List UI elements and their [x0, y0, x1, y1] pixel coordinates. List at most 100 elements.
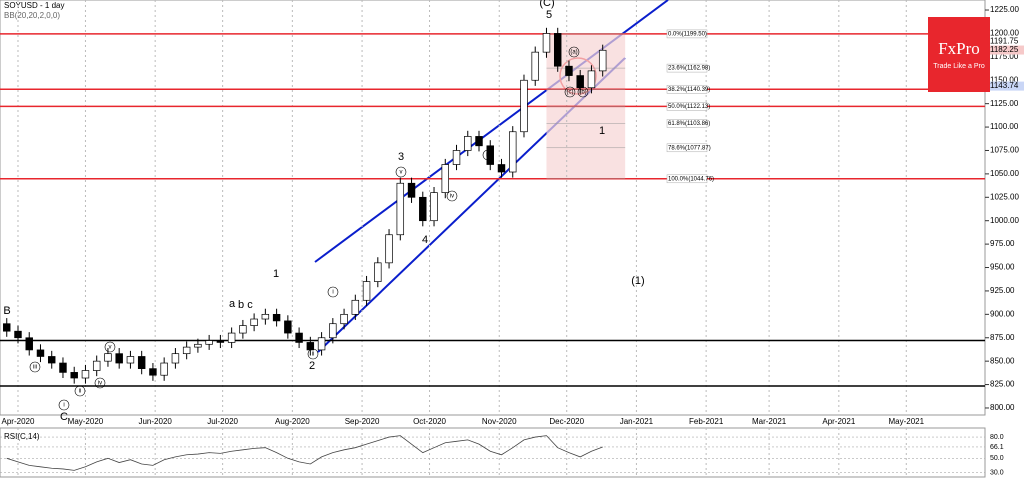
logo-box — [928, 17, 990, 92]
x-tick-label: Apr-2020 — [2, 417, 35, 426]
candle-body — [205, 340, 213, 345]
fib-label-box — [666, 143, 708, 153]
candle-body — [576, 75, 584, 89]
wave-label: v — [109, 345, 112, 351]
annotation-circle — [58, 399, 70, 411]
candle-body — [407, 182, 416, 198]
wave-label: (b) — [579, 90, 586, 96]
wave-label: b — [238, 299, 244, 311]
price-tag-box — [987, 45, 1024, 55]
wave-label: a — [229, 298, 236, 310]
candle-body — [598, 49, 607, 72]
candle-body — [137, 356, 146, 369]
x-tick-label: Mar-2021 — [752, 417, 787, 426]
wave-label: i — [332, 290, 333, 296]
x-tick-label: Sep-2020 — [345, 417, 380, 426]
annotation-circle — [327, 286, 339, 298]
y-tick-label: 1075.00 — [990, 146, 1019, 155]
indicator-label: BB(20,20,2,0,0) — [4, 11, 60, 20]
x-tick-label: Feb-2021 — [689, 417, 724, 426]
x-tick-label: May-2020 — [68, 417, 104, 426]
candle-body — [464, 136, 472, 151]
wave-label: iii — [33, 365, 37, 371]
rsi-title: RSI(C,14) — [4, 432, 40, 441]
candle-body — [542, 33, 551, 53]
candle-body — [92, 360, 101, 371]
rsi-tick-label: 50.0 — [990, 455, 1004, 462]
candle-body — [329, 323, 337, 339]
candle-body — [486, 145, 494, 165]
wave-label: (c) — [567, 90, 574, 96]
candle-body — [284, 320, 292, 334]
wave-label: 4 — [422, 234, 428, 246]
wave-label: c — [247, 299, 253, 311]
logo-title: FxPro — [938, 39, 980, 58]
candle-body — [182, 346, 191, 355]
candle-body — [70, 372, 78, 379]
candle-body — [239, 325, 247, 334]
candle-body — [126, 356, 135, 364]
candle-body — [452, 150, 461, 165]
wave-label: 1 — [599, 125, 605, 137]
chart-title: SOYUSD - 1 day — [4, 1, 64, 10]
rsi-tick-label: 80.0 — [990, 434, 1004, 441]
candle-body — [25, 337, 33, 351]
candle-body — [194, 343, 202, 348]
candle-body — [475, 136, 483, 147]
y-tick-label: 925.00 — [990, 286, 1015, 295]
candle-body — [36, 349, 45, 357]
x-tick-label: Aug-2020 — [275, 417, 310, 426]
y-tick-label: 1175.00 — [990, 52, 1019, 61]
y-tick-label: 800.00 — [990, 403, 1015, 412]
candle-body — [160, 362, 168, 376]
fib-label-box — [666, 119, 708, 128]
candle-body — [104, 353, 112, 362]
candle-body — [419, 196, 427, 222]
x-tick-label: Jan-2021 — [620, 417, 654, 426]
candle-body — [430, 192, 438, 222]
candle-body — [565, 65, 573, 76]
wave-label: iv — [450, 194, 454, 200]
logo-tagline: Trade Like a Pro — [933, 63, 985, 70]
x-tick-label: Oct-2020 — [413, 417, 446, 426]
annotation-circle — [94, 377, 106, 389]
candle-body — [351, 299, 360, 315]
y-tick-label: 950.00 — [990, 263, 1015, 272]
y-tick-label: 1100.00 — [990, 122, 1019, 131]
rsi-tick-label: 30.0 — [990, 469, 1004, 476]
rsi-frame — [0, 427, 986, 478]
candle-body — [340, 313, 348, 325]
price-tag-box — [987, 36, 1024, 46]
annotation-circle — [568, 46, 580, 58]
fib-label-box — [666, 84, 708, 94]
candle-body — [149, 368, 157, 376]
wave-label: ii — [312, 352, 315, 358]
y-tick-label: 875.00 — [990, 333, 1015, 342]
price-tag-box — [987, 81, 1024, 91]
candle-body — [362, 281, 371, 301]
fib-label: 23.6%(1162.98) — [668, 66, 710, 72]
wave-label: C — [60, 411, 68, 423]
y-tick-label: 1050.00 — [990, 169, 1019, 178]
rsi-line — [6, 435, 603, 471]
candle-body — [497, 164, 506, 173]
y-tick-label: 850.00 — [990, 356, 1015, 365]
candle-body — [59, 362, 67, 373]
wave-label: (C) — [539, 0, 554, 9]
y-tick-label: 1025.00 — [990, 192, 1019, 201]
candle-body — [14, 330, 22, 339]
y-tick-label: 900.00 — [990, 309, 1015, 318]
y-tick-label: 1125.00 — [990, 99, 1019, 108]
candle-body — [227, 332, 236, 343]
y-tick-label: 975.00 — [990, 239, 1015, 248]
candle-body — [272, 313, 281, 322]
fib-label: 38.2%(1140.39) — [668, 87, 710, 93]
candle-body — [3, 323, 11, 332]
x-tick-label: May-2021 — [889, 417, 925, 426]
rsi-tick-label: 66.1 — [990, 444, 1004, 451]
annotation-circle — [29, 361, 41, 373]
candle-body — [531, 51, 539, 81]
y-tick-label: 1200.00 — [990, 29, 1019, 38]
fib-label-box — [666, 29, 708, 39]
annotation-circle — [482, 149, 494, 161]
